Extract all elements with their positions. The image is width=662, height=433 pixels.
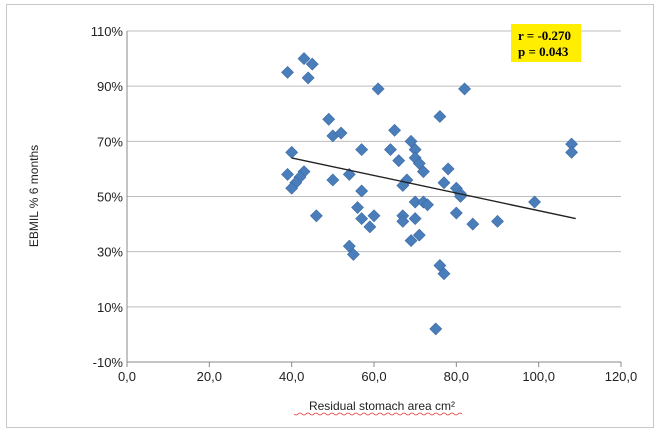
stats-annotation: r = -0.270 p = 0.043	[511, 24, 581, 62]
data-point	[449, 206, 463, 220]
data-point	[437, 267, 451, 281]
y-tick-label: 10%	[97, 300, 123, 315]
data-point	[565, 145, 579, 159]
data-point	[491, 214, 504, 228]
data-point	[528, 195, 541, 209]
data-point	[429, 322, 443, 336]
y-tick-label: 90%	[97, 79, 123, 94]
x-axis-ticks: 0,0 20,0 40,0 60,0 80,0 100,0 120,0	[118, 362, 637, 384]
y-axis-ticks: -10% 10% 30% 50% 70% 90% 110%	[91, 24, 124, 370]
x-axis-title: Residual stomach area cm²	[309, 399, 455, 413]
data-point	[466, 217, 480, 231]
spellcheck-underline	[293, 412, 463, 416]
data-point	[388, 123, 402, 137]
x-tick-label: 120,0	[605, 369, 638, 384]
data-point	[367, 209, 381, 223]
x-tick-label: 40,0	[279, 369, 304, 384]
x-tick-label: 0,0	[118, 369, 136, 384]
y-tick-label: 30%	[97, 245, 123, 260]
data-points	[281, 52, 579, 336]
y-tick-label: 110%	[91, 24, 124, 39]
data-point	[351, 201, 364, 214]
chart-frame	[6, 4, 654, 428]
data-point	[326, 173, 340, 187]
data-point	[433, 110, 447, 123]
data-point	[421, 198, 434, 212]
x-tick-label: 20,0	[197, 369, 222, 384]
x-tick-label: 100,0	[522, 369, 555, 384]
stats-p: p = 0.043	[518, 44, 569, 59]
stats-box	[511, 24, 581, 62]
data-point	[281, 65, 294, 79]
data-point	[371, 82, 385, 96]
data-point	[346, 248, 360, 261]
data-point	[384, 143, 397, 157]
data-point	[458, 82, 471, 96]
data-point	[355, 184, 369, 198]
x-tick-label: 60,0	[361, 369, 386, 384]
data-point	[297, 52, 311, 66]
data-point	[301, 71, 315, 85]
trendline	[291, 157, 576, 220]
grid-lines	[126, 30, 621, 363]
data-point	[441, 162, 455, 176]
data-point	[334, 126, 348, 140]
data-point	[437, 176, 451, 190]
data-point	[396, 214, 410, 228]
data-point	[355, 143, 369, 157]
y-axis-title: EBMIL % 6 months	[27, 145, 41, 247]
data-point	[392, 154, 406, 168]
data-point	[285, 181, 299, 195]
data-point	[416, 165, 430, 179]
y-tick-label: 70%	[97, 134, 123, 149]
data-point	[363, 220, 377, 234]
data-point	[404, 234, 418, 248]
x-tick-label: 80,0	[444, 369, 469, 384]
data-point	[322, 112, 336, 126]
data-point	[412, 228, 426, 242]
data-point	[281, 168, 294, 181]
stats-r: r = -0.270	[518, 28, 571, 43]
data-point	[309, 209, 323, 223]
data-point	[305, 57, 319, 71]
data-point	[355, 212, 369, 225]
data-point	[285, 145, 299, 159]
y-tick-label: 50%	[97, 190, 123, 205]
y-tick-label: -10%	[93, 355, 124, 370]
data-point	[408, 212, 422, 225]
